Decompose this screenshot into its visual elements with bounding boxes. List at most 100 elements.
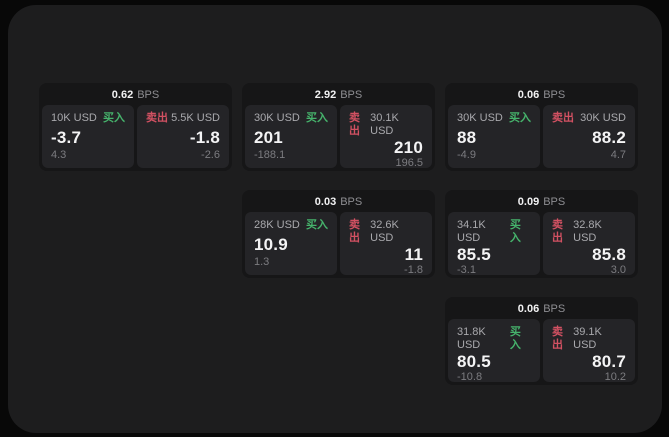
buy-price: -3.7	[51, 127, 82, 147]
buy-panel[interactable]: 34.1K USD 买入 85.5 -3.1	[448, 212, 540, 276]
sell-notional: 5.5K USD	[171, 112, 220, 124]
card-header: 2.92 BPS	[245, 86, 432, 105]
card-header: 0.03 BPS	[245, 193, 432, 212]
buy-side-label: 买入	[509, 219, 521, 244]
sell-change: 196.5	[395, 157, 423, 169]
sell-change: -2.6	[201, 149, 220, 161]
buy-change: -10.8	[457, 371, 483, 383]
buy-notional: 28K USD	[254, 219, 300, 231]
quote-panels: 31.8K USD 买入 80.5 -10.8 卖出 39.1K USD 80.…	[448, 319, 635, 383]
sell-side-label: 卖出	[552, 326, 563, 351]
buy-side-label: 买入	[306, 112, 328, 124]
sell-side-label: 卖出	[349, 219, 360, 244]
sell-change: 3.0	[610, 264, 626, 276]
buy-price: 10.9	[254, 234, 288, 254]
buy-panel[interactable]: 10K USD 买入 -3.7 4.3	[42, 105, 134, 168]
buy-panel-top: 10K USD 买入	[51, 112, 125, 125]
sell-panel[interactable]: 卖出 32.8K USD 85.8 3.0	[543, 212, 635, 276]
buy-side-label: 买入	[103, 112, 125, 124]
quote-panels: 34.1K USD 买入 85.5 -3.1 卖出 32.8K USD 85.8…	[448, 212, 635, 276]
sell-change: -1.8	[404, 264, 423, 276]
sell-side-label: 卖出	[146, 112, 168, 124]
bps-label: BPS	[543, 303, 566, 315]
buy-price: 85.5	[457, 245, 491, 264]
bps-value: 0.09	[517, 196, 540, 208]
card-header: 0.06 BPS	[448, 300, 635, 319]
buy-change: -3.1	[457, 264, 476, 276]
card-header: 0.06 BPS	[448, 86, 635, 105]
buy-panel-top: 30K USD 买入	[254, 112, 328, 125]
buy-price: 201	[254, 127, 283, 147]
bps-label: BPS	[137, 89, 160, 101]
bps-value: 0.62	[111, 89, 134, 101]
sell-price: -1.8	[189, 127, 220, 147]
sell-price: 210	[394, 138, 423, 157]
quote-panels: 30K USD 买入 201 -188.1 卖出 30.1K USD 210 1…	[245, 105, 432, 169]
quote-card: 0.06 BPS 30K USD 买入 88 -4.9 卖出 30K USD 8…	[445, 83, 638, 171]
quote-card: 0.06 BPS 31.8K USD 买入 80.5 -10.8 卖出 39.1…	[445, 297, 638, 385]
buy-panel-top: 31.8K USD 买入	[457, 326, 531, 352]
quote-panels: 28K USD 买入 10.9 1.3 卖出 32.6K USD 11 -1.8	[245, 212, 432, 276]
sell-notional: 39.1K USD	[573, 326, 602, 351]
sell-notional: 30.1K USD	[370, 112, 399, 137]
sell-panel[interactable]: 卖出 30.1K USD 210 196.5	[340, 105, 432, 169]
bps-label: BPS	[340, 89, 363, 101]
bps-value: 2.92	[314, 89, 337, 101]
sell-notional: 32.6K USD	[370, 219, 399, 244]
buy-change: -4.9	[457, 149, 476, 161]
sell-price: 88.2	[592, 127, 626, 147]
bps-value: 0.06	[517, 89, 540, 101]
sell-change: 4.7	[610, 149, 626, 161]
sell-notional: 32.8K USD	[573, 219, 602, 244]
sell-panel[interactable]: 卖出 5.5K USD -1.8 -2.6	[137, 105, 229, 168]
bps-label: BPS	[340, 196, 363, 208]
card-header: 0.62 BPS	[42, 86, 229, 105]
bps-label: BPS	[543, 89, 566, 101]
sell-panel-top: 卖出 30K USD	[552, 112, 626, 125]
buy-price: 80.5	[457, 352, 491, 371]
bps-value: 0.03	[314, 196, 337, 208]
buy-side-label: 买入	[509, 112, 531, 124]
buy-panel[interactable]: 31.8K USD 买入 80.5 -10.8	[448, 319, 540, 383]
quote-card: 0.09 BPS 34.1K USD 买入 85.5 -3.1 卖出 32.8K…	[445, 190, 638, 278]
sell-side-label: 卖出	[552, 219, 563, 244]
buy-notional: 30K USD	[457, 112, 503, 124]
sell-panel-top: 卖出 32.8K USD	[552, 219, 626, 245]
sell-panel-top: 卖出 39.1K USD	[552, 326, 626, 352]
sell-notional: 30K USD	[580, 112, 626, 124]
buy-notional: 34.1K USD	[457, 219, 486, 244]
sell-price: 11	[404, 245, 423, 264]
app-window: 0.62 BPS 10K USD 买入 -3.7 4.3 卖出 5.5K USD…	[8, 5, 662, 433]
buy-side-label: 买入	[509, 326, 521, 351]
sell-panel[interactable]: 卖出 39.1K USD 80.7 10.2	[543, 319, 635, 383]
sell-panel[interactable]: 卖出 30K USD 88.2 4.7	[543, 105, 635, 168]
buy-panel[interactable]: 30K USD 买入 201 -188.1	[245, 105, 337, 168]
sell-price: 85.8	[592, 245, 626, 264]
sell-side-label: 卖出	[552, 112, 574, 124]
buy-change: -188.1	[254, 149, 286, 161]
buy-notional: 31.8K USD	[457, 326, 486, 351]
quote-panels: 10K USD 买入 -3.7 4.3 卖出 5.5K USD -1.8 -2.…	[42, 105, 229, 168]
buy-panel-top: 34.1K USD 买入	[457, 219, 531, 245]
buy-panel[interactable]: 30K USD 买入 88 -4.9	[448, 105, 540, 168]
buy-change: 1.3	[254, 256, 270, 268]
sell-panel[interactable]: 卖出 32.6K USD 11 -1.8	[340, 212, 432, 276]
buy-side-label: 买入	[306, 219, 328, 231]
quote-card: 0.03 BPS 28K USD 买入 10.9 1.3 卖出 32.6K US…	[242, 190, 435, 278]
buy-panel-top: 30K USD 买入	[457, 112, 531, 125]
buy-panel[interactable]: 28K USD 买入 10.9 1.3	[245, 212, 337, 275]
buy-notional: 10K USD	[51, 112, 97, 124]
card-header: 0.09 BPS	[448, 193, 635, 212]
quote-grid: 0.62 BPS 10K USD 买入 -3.7 4.3 卖出 5.5K USD…	[39, 83, 638, 385]
buy-change: 4.3	[51, 149, 67, 161]
buy-notional: 30K USD	[254, 112, 300, 124]
sell-price: 80.7	[592, 352, 626, 371]
quote-card: 2.92 BPS 30K USD 买入 201 -188.1 卖出 30.1K …	[242, 83, 435, 171]
quote-panels: 30K USD 买入 88 -4.9 卖出 30K USD 88.2 4.7	[448, 105, 635, 168]
sell-change: 10.2	[604, 371, 626, 383]
quote-card: 0.62 BPS 10K USD 买入 -3.7 4.3 卖出 5.5K USD…	[39, 83, 232, 171]
buy-panel-top: 28K USD 买入	[254, 219, 328, 232]
bps-label: BPS	[543, 196, 566, 208]
sell-panel-top: 卖出 30.1K USD	[349, 112, 423, 138]
sell-panel-top: 卖出 5.5K USD	[146, 112, 220, 125]
